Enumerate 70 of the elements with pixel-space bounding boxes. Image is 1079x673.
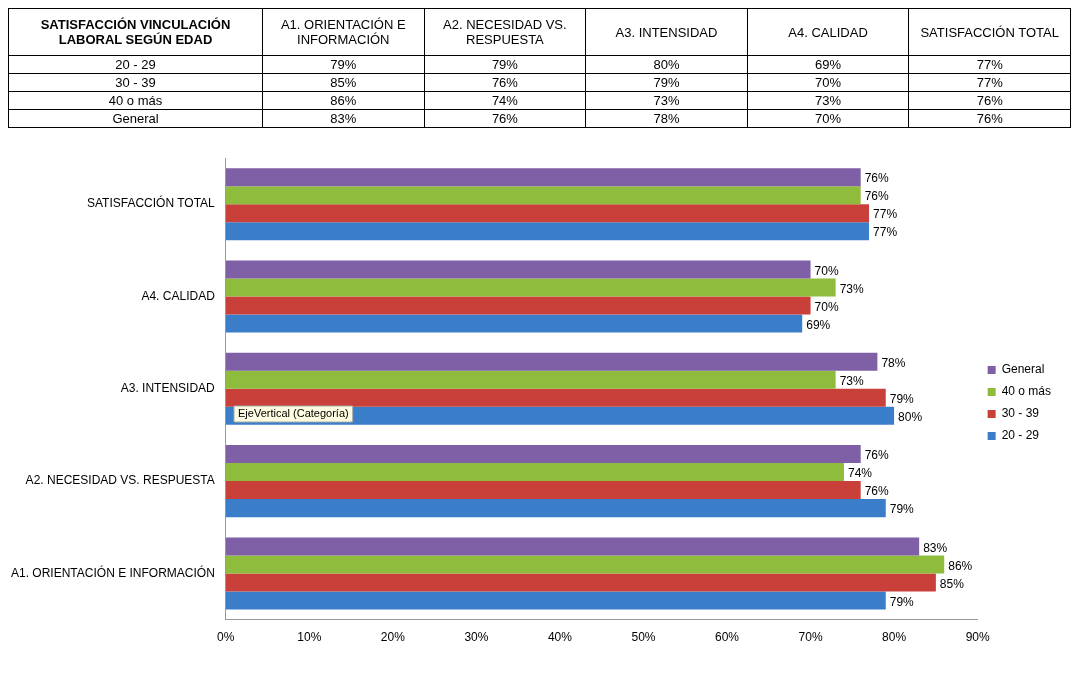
text: 77% (976, 75, 1003, 90)
text: 76% (491, 75, 518, 90)
x-tick-label: 0% (217, 630, 235, 645)
chart-title: SATISFACCIÓN VINCULACIÓN LABORAL SEGÚN EDAD (8, 8, 263, 56)
text: 85% (330, 75, 357, 90)
y-tick-label: A2. NECESIDAD VS. RESPUESTA (25, 473, 215, 488)
text: 74% (491, 93, 518, 108)
data-label: 73% (839, 281, 864, 296)
y-tick-label: SATISFACCIÓN TOTAL (86, 195, 216, 211)
x-tick-label: 40% (547, 630, 573, 645)
data-label: 85% (939, 576, 965, 591)
data-label: 77% (873, 207, 898, 222)
legend-label: 40 o más (1001, 384, 1051, 399)
x-tick-label: 20% (380, 630, 406, 645)
x-tick-label: 70% (798, 630, 823, 645)
y-tick-label: A3. INTENSIDAD (120, 381, 216, 396)
data-label: 83% (923, 540, 948, 555)
x-tick-label: 30% (464, 630, 489, 645)
data-label: 70% (814, 299, 839, 314)
text: 76% (491, 111, 518, 126)
data-label: 74% (847, 466, 873, 481)
text: 77% (976, 57, 1003, 72)
legend-label: 20 - 29 (1001, 428, 1040, 443)
text: 83% (330, 111, 357, 126)
data-label: 69% (806, 317, 831, 332)
category-label: SATISFACCIÓN TOTAL (920, 24, 1059, 40)
data-label: 73% (839, 374, 864, 389)
text: 86% (330, 93, 357, 108)
text: 20 - 29 (115, 57, 156, 72)
data-label: 76% (864, 171, 890, 186)
category-label: A4. CALIDAD (788, 24, 868, 40)
text: 69% (815, 57, 842, 72)
text: 79% (491, 57, 518, 72)
text: 76% (976, 111, 1003, 126)
x-tick-label: 80% (882, 630, 907, 645)
text: 78% (653, 111, 680, 126)
legend-label: 30 - 39 (1001, 406, 1040, 421)
text: 40 o más (108, 93, 163, 108)
data-label: 78% (881, 356, 906, 371)
legend-label: General (1001, 362, 1045, 377)
data-label: 79% (889, 594, 915, 609)
text: 73% (653, 93, 680, 108)
x-tick-label: 90% (965, 630, 990, 645)
text: 73% (815, 93, 842, 108)
x-tick-label: 60% (715, 630, 740, 645)
data-label: 79% (889, 392, 915, 407)
x-tick-label: 50% (631, 630, 656, 645)
data-label: 76% (864, 189, 890, 204)
data-label: 76% (864, 448, 890, 463)
annotation: EjeVertical (Categoría) (238, 407, 349, 420)
data-label: 86% (948, 558, 973, 573)
text: 30 - 39 (115, 75, 156, 90)
category-label: A2. NECESIDAD VS. RESPUESTA (443, 17, 567, 47)
category-label: A1. ORIENTACIÓN E INFORMACIÓN (280, 17, 406, 47)
data-label: 76% (864, 484, 890, 499)
data-label: 80% (898, 410, 923, 425)
category-label: A3. INTENSIDAD (615, 24, 718, 40)
text: 70% (815, 75, 842, 90)
x-tick-label: 10% (297, 630, 322, 645)
y-tick-label: A4. CALIDAD (141, 288, 216, 303)
data-label: 77% (873, 225, 898, 240)
y-tick-label: A1. ORIENTACIÓN E INFORMACIÓN (11, 564, 215, 580)
text: 79% (653, 75, 680, 90)
data-label: 70% (814, 263, 839, 278)
text: 76% (976, 93, 1003, 108)
text: 70% (815, 111, 842, 126)
text: 80% (653, 57, 680, 72)
data-label: 79% (889, 502, 915, 517)
text: 79% (330, 57, 357, 72)
text: General (112, 111, 159, 126)
